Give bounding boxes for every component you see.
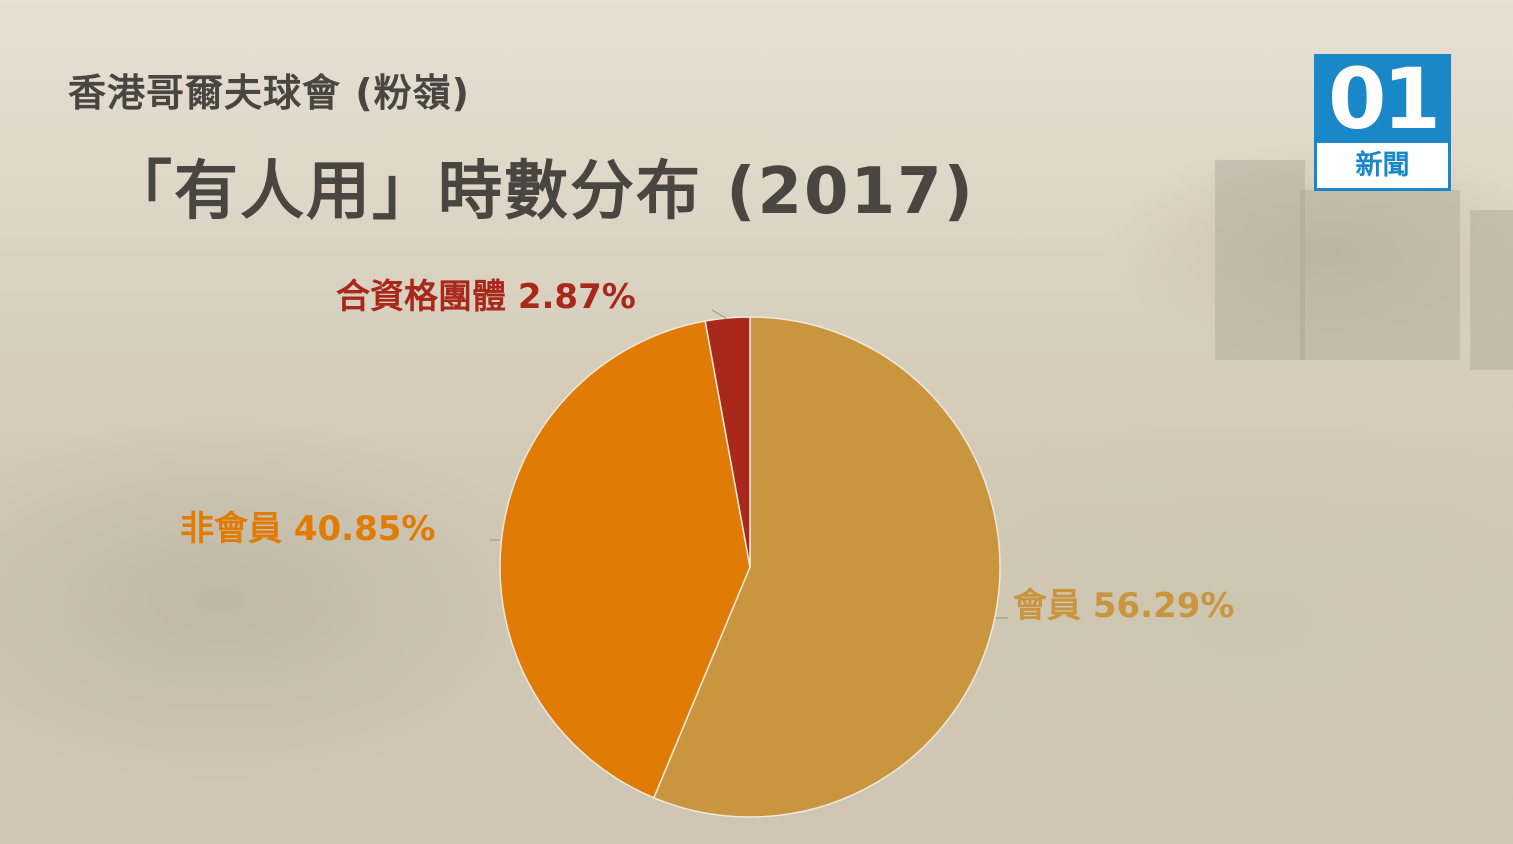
news-logo: 01 新聞	[1314, 54, 1451, 191]
pie-slice-0	[652, 316, 1001, 818]
pie-slice-label-0: 會員 56.29%	[1013, 586, 1234, 626]
pie-leader-lines	[490, 309, 1008, 619]
pie-slices	[499, 316, 1001, 818]
logo-text: 新聞	[1317, 143, 1448, 188]
pie-leader-line-2	[711, 309, 728, 320]
chart-title: 「有人用」時數分布 (2017)	[108, 155, 975, 229]
pie-slice-label-2: 合資格團體 2.87%	[336, 277, 636, 317]
background-building	[1300, 190, 1460, 360]
background-building	[1470, 210, 1513, 370]
pie-slice-label-1: 非會員 40.85%	[180, 509, 435, 549]
pie-labels: 會員 56.29% 非會員 40.85% 合資格團體 2.87%	[180, 277, 1234, 626]
background-building	[1215, 160, 1305, 360]
chart-subtitle: 香港哥爾夫球會 (粉嶺)	[68, 71, 470, 115]
pie-slice-2	[704, 316, 751, 568]
logo-number: 01	[1328, 50, 1441, 148]
pie-slice-1	[499, 320, 751, 799]
